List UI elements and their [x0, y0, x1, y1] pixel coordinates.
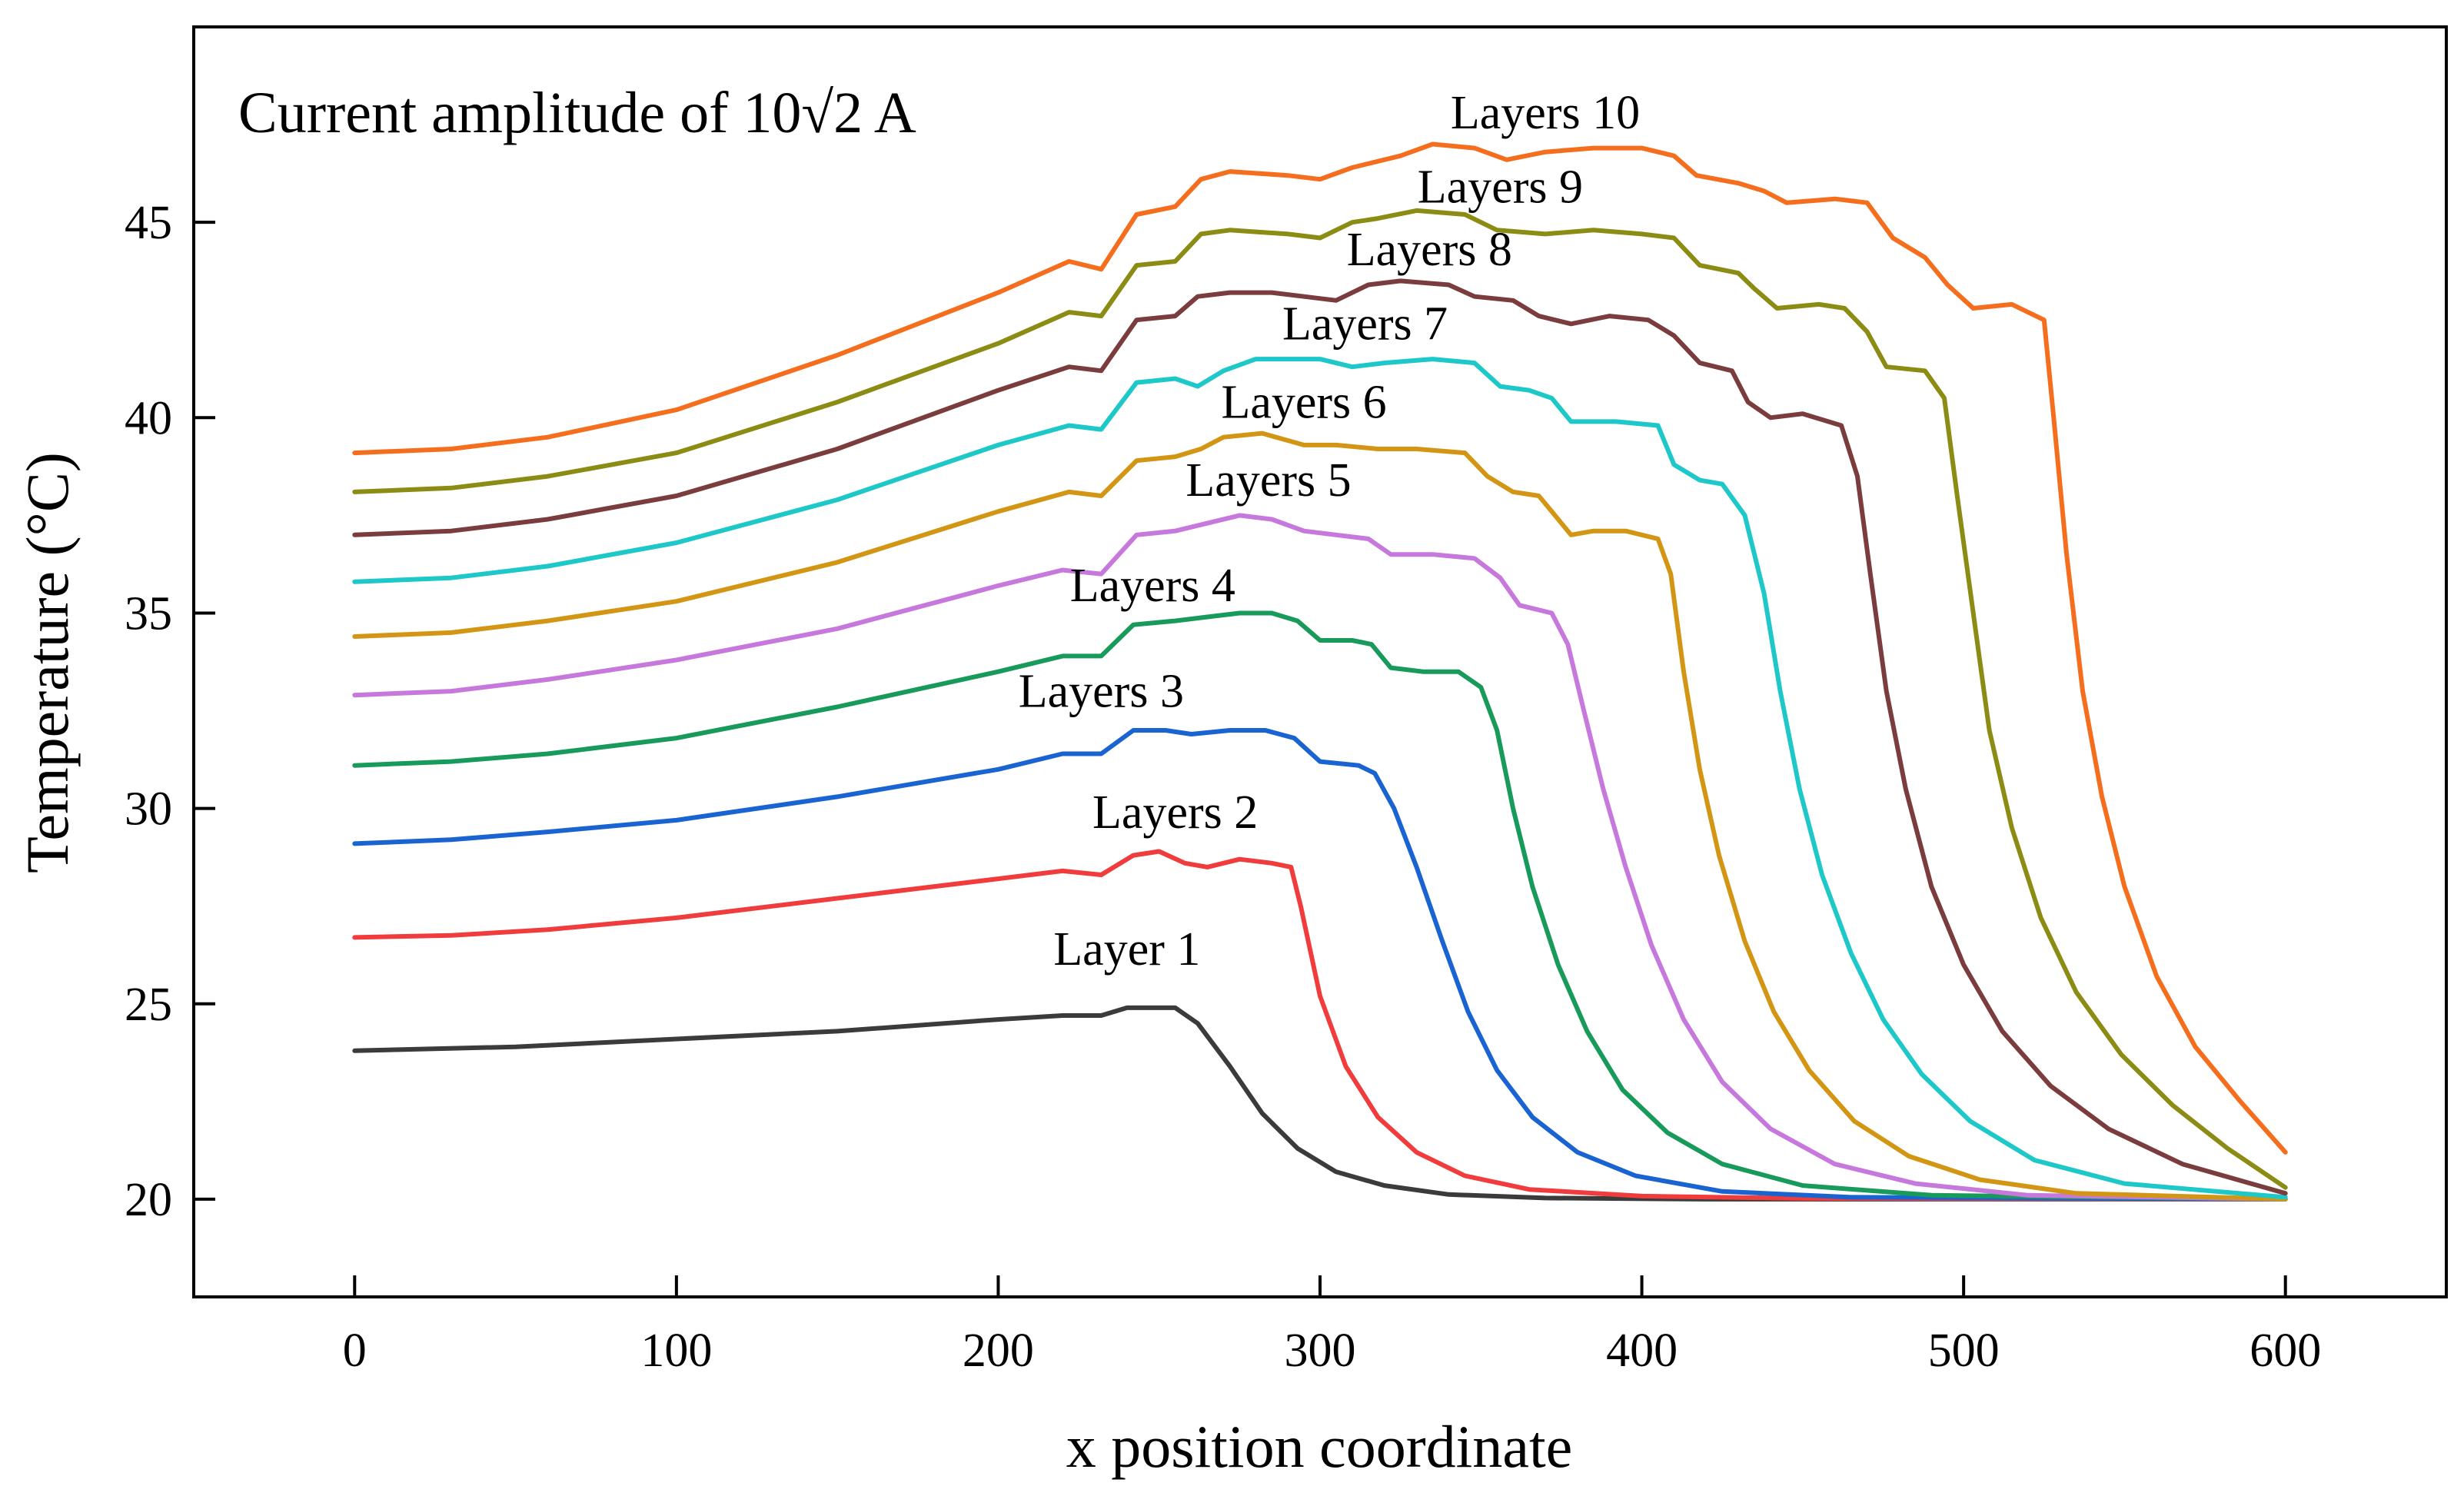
series-label: Layers 10	[1451, 87, 1640, 139]
x-tick-label: 0	[343, 1325, 367, 1377]
chart-title: Current amplitude of 10√2 A	[238, 81, 916, 145]
series-line	[352, 513, 2288, 1202]
x-tick-label: 500	[1928, 1325, 2000, 1377]
x-tick-label: 100	[640, 1325, 712, 1377]
series-line	[352, 728, 2288, 1202]
series-line	[352, 1005, 2288, 1202]
x-tick-label: 600	[2250, 1325, 2321, 1377]
series-line	[352, 849, 2288, 1202]
series-label: Layers 4	[1070, 560, 1235, 612]
series-label: Layers 7	[1282, 298, 1448, 351]
series-label: Layers 3	[1019, 665, 1184, 717]
series-label: Layers 5	[1185, 454, 1351, 507]
series-label: Layers 6	[1221, 376, 1386, 428]
x-tick-label: 300	[1285, 1325, 1356, 1377]
series-label: Layers 8	[1347, 224, 1512, 276]
series-line	[352, 610, 2288, 1202]
x-tick-label: 400	[1606, 1325, 1678, 1377]
series-label: Layer 1	[1053, 923, 1200, 976]
series-line	[352, 278, 2288, 1196]
series-line	[352, 431, 2288, 1202]
series-line	[352, 357, 2288, 1200]
y-tick-label: 40	[125, 392, 172, 444]
y-tick-label: 45	[125, 197, 172, 249]
x-axis-title: x position coordinate	[1066, 1413, 1573, 1480]
y-tick-label: 20	[125, 1174, 172, 1226]
x-tick-label: 200	[963, 1325, 1034, 1377]
plot-frame	[192, 25, 2448, 1298]
y-tick-label: 25	[125, 979, 172, 1031]
y-tick-label: 30	[125, 783, 172, 836]
series-line	[352, 208, 2288, 1190]
series-line	[352, 141, 2288, 1155]
y-axis-title: Temperature (°C)	[14, 452, 81, 873]
y-tick-label: 35	[125, 587, 172, 640]
series-label: Layers 9	[1418, 161, 1583, 214]
series-label: Layers 2	[1092, 786, 1258, 839]
